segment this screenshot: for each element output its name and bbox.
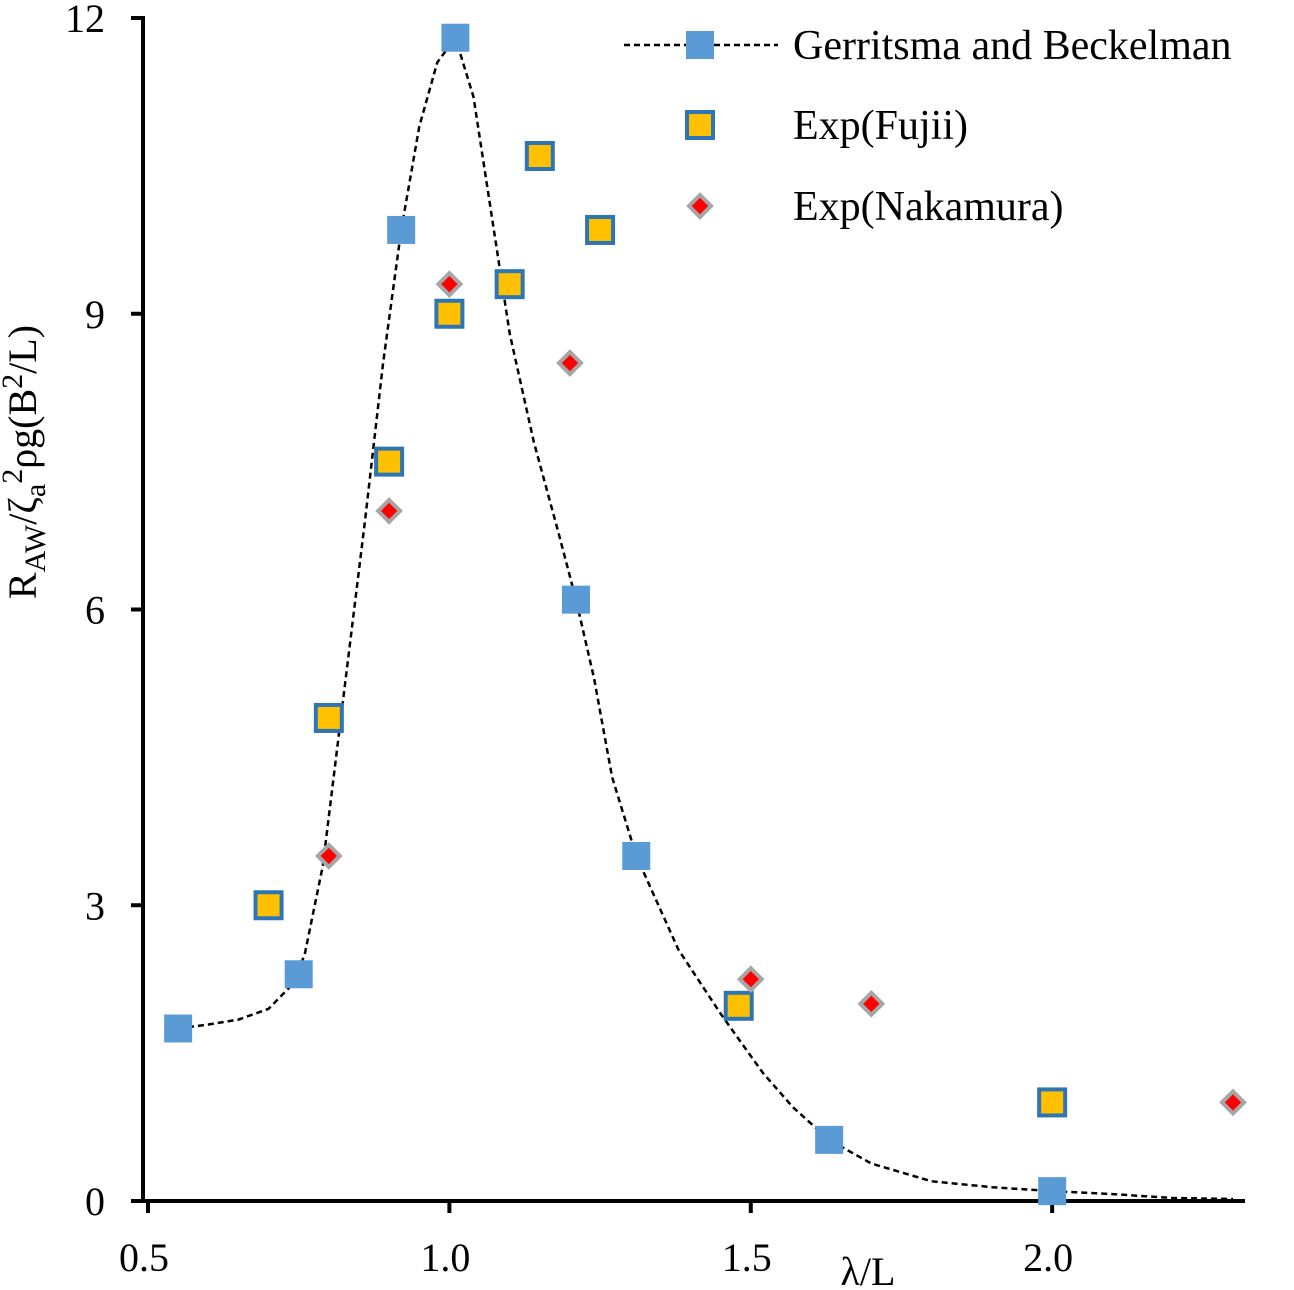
- data-point: [1038, 1177, 1067, 1206]
- series-line-gerritsma-and-beckelman: [177, 34, 1234, 1201]
- data-point: [315, 842, 343, 870]
- x-tick-label: 1.5: [722, 1235, 772, 1280]
- data-point: [164, 1014, 193, 1043]
- data-point: [561, 585, 590, 614]
- legend-marker: [686, 192, 714, 220]
- y-tick-label: 6: [85, 588, 105, 633]
- x-axis-title: λ/L: [841, 1249, 896, 1290]
- y-axis-title-part: 2: [0, 469, 29, 484]
- y-axis-title-part: R: [0, 572, 45, 599]
- y-tick-label: 9: [85, 292, 105, 337]
- data-point: [441, 23, 470, 52]
- curve-layer: [177, 34, 1234, 1201]
- y-axis-title: RAW/ζa2ρg(B2/L): [0, 325, 52, 599]
- legend-marker: [685, 110, 715, 140]
- legend-label: Gerritsma and Beckelman: [793, 23, 1232, 69]
- y-tick-label: 3: [85, 883, 105, 928]
- data-point: [723, 990, 754, 1021]
- legend: Gerritsma and Beckelman Exp(Fujii) Exp(Nak…: [624, 23, 1232, 230]
- data-point: [1037, 1087, 1068, 1118]
- legend-marker: [686, 31, 714, 59]
- data-point: [313, 702, 344, 733]
- data-point: [556, 349, 584, 377]
- data-point: [375, 497, 403, 525]
- series-2: [315, 270, 1247, 1117]
- legend-item: Exp(Nakamura): [686, 184, 1064, 230]
- axes: 0 3 6 9 12 0.5 1.0 1.5 2.0: [65, 0, 1245, 1280]
- x-tick-label: 1.0: [420, 1235, 470, 1280]
- data-point: [1219, 1088, 1247, 1117]
- legend-label: Exp(Nakamura): [793, 184, 1064, 230]
- series-0: [164, 23, 1067, 1206]
- y-tick-label: 0: [85, 1179, 105, 1224]
- series-1: [253, 141, 1068, 1118]
- data-point: [736, 965, 765, 994]
- data-point: [284, 960, 313, 989]
- y-axis-title-part: ρg(B: [0, 389, 45, 469]
- y-axis-title-part: /L): [0, 325, 45, 374]
- y-axis-title-part: /ζ: [0, 497, 45, 525]
- marker-layer: [164, 23, 1247, 1206]
- data-point: [387, 215, 416, 244]
- data-point: [815, 1125, 844, 1154]
- data-point: [622, 841, 651, 870]
- x-tick-label: 0.5: [119, 1235, 169, 1280]
- legend-label: Exp(Fujii): [793, 103, 968, 149]
- data-point: [585, 214, 616, 245]
- legend-item: Gerritsma and Beckelman: [624, 23, 1232, 69]
- data-point: [434, 298, 465, 329]
- y-axis-title-part: 2: [0, 374, 29, 389]
- data-point: [435, 270, 464, 299]
- legend-item: Exp(Fujii): [685, 103, 968, 149]
- data-point: [857, 990, 886, 1018]
- data-point: [253, 890, 284, 921]
- data-point: [524, 141, 555, 172]
- y-axis-title-part: a: [19, 484, 52, 497]
- y-tick-label: 12: [65, 0, 105, 41]
- x-tick-label: 2.0: [1023, 1235, 1073, 1280]
- data-point: [494, 269, 525, 300]
- data-point: [374, 446, 405, 477]
- y-axis-title-part: AW: [19, 524, 52, 572]
